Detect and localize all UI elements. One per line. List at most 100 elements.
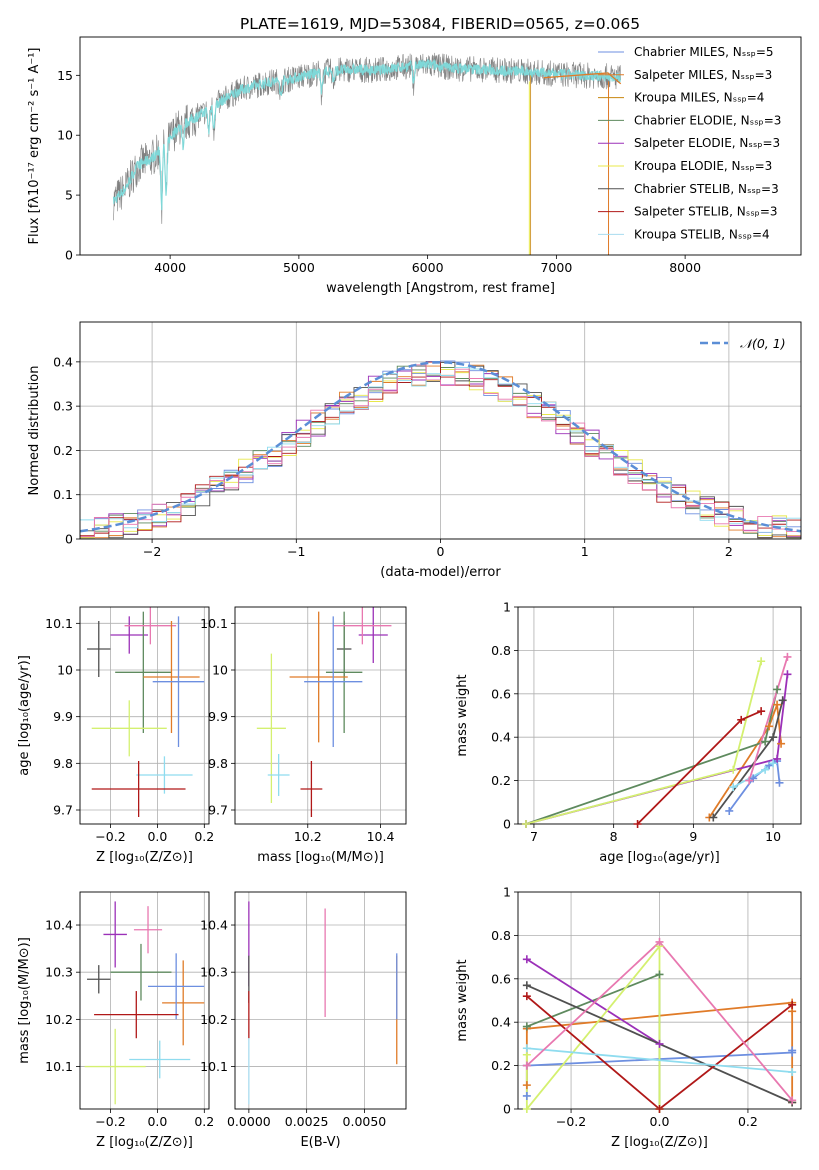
y-tick-label: 10.4 — [45, 918, 73, 933]
x-tick-label: −0.2 — [95, 829, 125, 844]
x-tick-label: 7000 — [540, 260, 572, 275]
x-axis-label: mass [log₁₀(M/M⊙)] — [257, 850, 384, 865]
series-marker — [725, 806, 734, 815]
series-marker — [737, 715, 746, 724]
y-tick-label: 0.6 — [491, 686, 511, 701]
y-axis-label: mass weight — [455, 674, 470, 756]
y-tick-label: 0.2 — [53, 443, 73, 458]
y-tick-label: 10.1 — [45, 1059, 73, 1074]
y-tick-label: 10.2 — [45, 1012, 73, 1027]
plot-area — [112, 52, 622, 255]
y-tick-label: 0.6 — [491, 971, 511, 986]
x-axis-label: Z [log₁₀(Z/Z⊙)] — [96, 850, 193, 865]
axes-spectrum: 4000 5000 6000 7000 8000 0 5 10 15 wavelength [An… — [27, 36, 802, 296]
series-line — [526, 958, 660, 1045]
series-marker — [761, 765, 770, 774]
x-tick-label: 0.2 — [194, 1114, 214, 1129]
series-marker — [783, 652, 792, 661]
x-tick-label: 0.0 — [147, 1114, 167, 1129]
y-tick-label: 0.8 — [491, 643, 511, 658]
legend-entry: 𝒩(0, 1) — [740, 336, 786, 351]
spectrum-data-line — [113, 52, 621, 224]
series-marker — [522, 981, 531, 990]
axes-frame — [517, 606, 802, 825]
legend-entry: Kroupa STELIB, Nₛₛₚ=4 — [634, 227, 770, 241]
x-axis-label: Z [log₁₀(Z/Z⊙)] — [611, 1135, 708, 1150]
axes-mass_vs_ebv: 0.0000 0.0025 0.0050 10.1 10.2 10.3 10.4 E(B-V) — [200, 891, 407, 1150]
y-tick-label: 0.4 — [53, 354, 73, 369]
axes-weight_vs_age: 7 8 9 10 0 0.2 0.4 0.6 0.8 1 age [log₁₀(age/yr)] ma… — [455, 600, 802, 865]
y-tick-label: 9.9 — [208, 709, 228, 724]
series-line — [525, 674, 789, 824]
y-tick-label: 0.1 — [53, 487, 73, 502]
x-tick-label: 8 — [610, 829, 618, 844]
spectrum-legend: Chabrier MILES, Nₛₛₚ=5 Salpeter MILES, Nₛ… — [598, 45, 781, 241]
legend-entry: Chabrier STELIB, Nₛₛₚ=3 — [634, 182, 779, 196]
x-tick-label: 1 — [581, 544, 589, 559]
y-axis-label: mass [log₁₀(M/M⊙)] — [17, 937, 32, 1064]
legend-entry: Salpeter MILES, Nₛₛₚ=3 — [634, 68, 772, 82]
series-marker — [788, 1046, 797, 1055]
series-marker — [522, 1022, 531, 1031]
series-marker — [765, 722, 774, 731]
plot-area — [518, 892, 801, 1109]
x-tick-label: 5000 — [283, 260, 315, 275]
series-marker — [773, 700, 782, 709]
series-marker — [773, 685, 782, 694]
x-tick-label: 0.0050 — [343, 1114, 387, 1129]
legend-entry: Kroupa MILES, Nₛₛₚ=4 — [634, 91, 764, 105]
axes-frame — [234, 891, 407, 1110]
axes-frame — [79, 321, 802, 540]
series-marker — [757, 707, 766, 716]
y-tick-label: 0.4 — [491, 1015, 511, 1030]
y-tick-label: 9.7 — [208, 803, 228, 818]
plot-area — [80, 607, 209, 824]
series-marker — [729, 765, 738, 774]
y-tick-label: 9.8 — [53, 756, 73, 771]
series-line — [526, 1047, 793, 1074]
y-tick-label: 0 — [503, 817, 511, 832]
x-tick-label: 10.2 — [294, 829, 322, 844]
series-line — [526, 995, 793, 1109]
series-line — [525, 689, 778, 824]
series-marker — [778, 696, 787, 705]
histogram-series — [80, 360, 801, 539]
x-tick-label: 0.0025 — [285, 1114, 329, 1129]
y-tick-label: 0 — [65, 248, 73, 263]
y-tick-label: 15 — [57, 68, 73, 83]
x-tick-label: −1 — [287, 544, 305, 559]
series-marker — [757, 657, 766, 666]
y-tick-label: 0 — [503, 1102, 511, 1117]
y-tick-label: 10.1 — [45, 616, 73, 631]
normal-curve — [80, 361, 801, 533]
series-marker — [788, 1096, 797, 1105]
x-axis-label: wavelength [Angstrom, rest frame] — [326, 281, 555, 296]
series-marker — [522, 992, 531, 1001]
histogram-series — [80, 364, 801, 537]
axes-age_vs_Z: −0.2 0.0 0.2 9.7 9.8 9.9 10 10.1 Z [log₁₀(Z/Z⊙)]… — [17, 606, 214, 865]
series-marker — [761, 737, 770, 746]
series-marker — [745, 776, 754, 785]
legend-entry: Salpeter ELODIE, Nₛₛₚ=3 — [634, 136, 780, 150]
y-tick-label: 10 — [57, 128, 73, 143]
legend-entry: Chabrier MILES, Nₛₛₚ=5 — [634, 45, 774, 59]
figure-title: PLATE=1619, MJD=53084, FIBERID=0565, z=0… — [240, 15, 640, 33]
x-tick-label: 10.4 — [367, 829, 395, 844]
axes-frame — [79, 891, 210, 1110]
x-axis-label: E(B-V) — [300, 1135, 340, 1150]
x-tick-label: 10 — [765, 829, 781, 844]
series-marker — [522, 1044, 531, 1053]
series-marker — [773, 754, 782, 763]
x-tick-label: 0.0000 — [227, 1114, 271, 1129]
y-tick-label: 10.3 — [45, 965, 73, 980]
y-tick-label: 10.3 — [200, 965, 228, 980]
series-marker — [709, 813, 718, 822]
y-tick-label: 9.7 — [53, 803, 73, 818]
axes-frame — [234, 606, 407, 825]
y-axis-label: mass weight — [455, 959, 470, 1041]
residuals-legend: 𝒩(0, 1) — [700, 336, 786, 351]
y-tick-label: 0.8 — [491, 928, 511, 943]
y-tick-label: 0.2 — [491, 1058, 511, 1073]
plot-area — [235, 892, 406, 1109]
